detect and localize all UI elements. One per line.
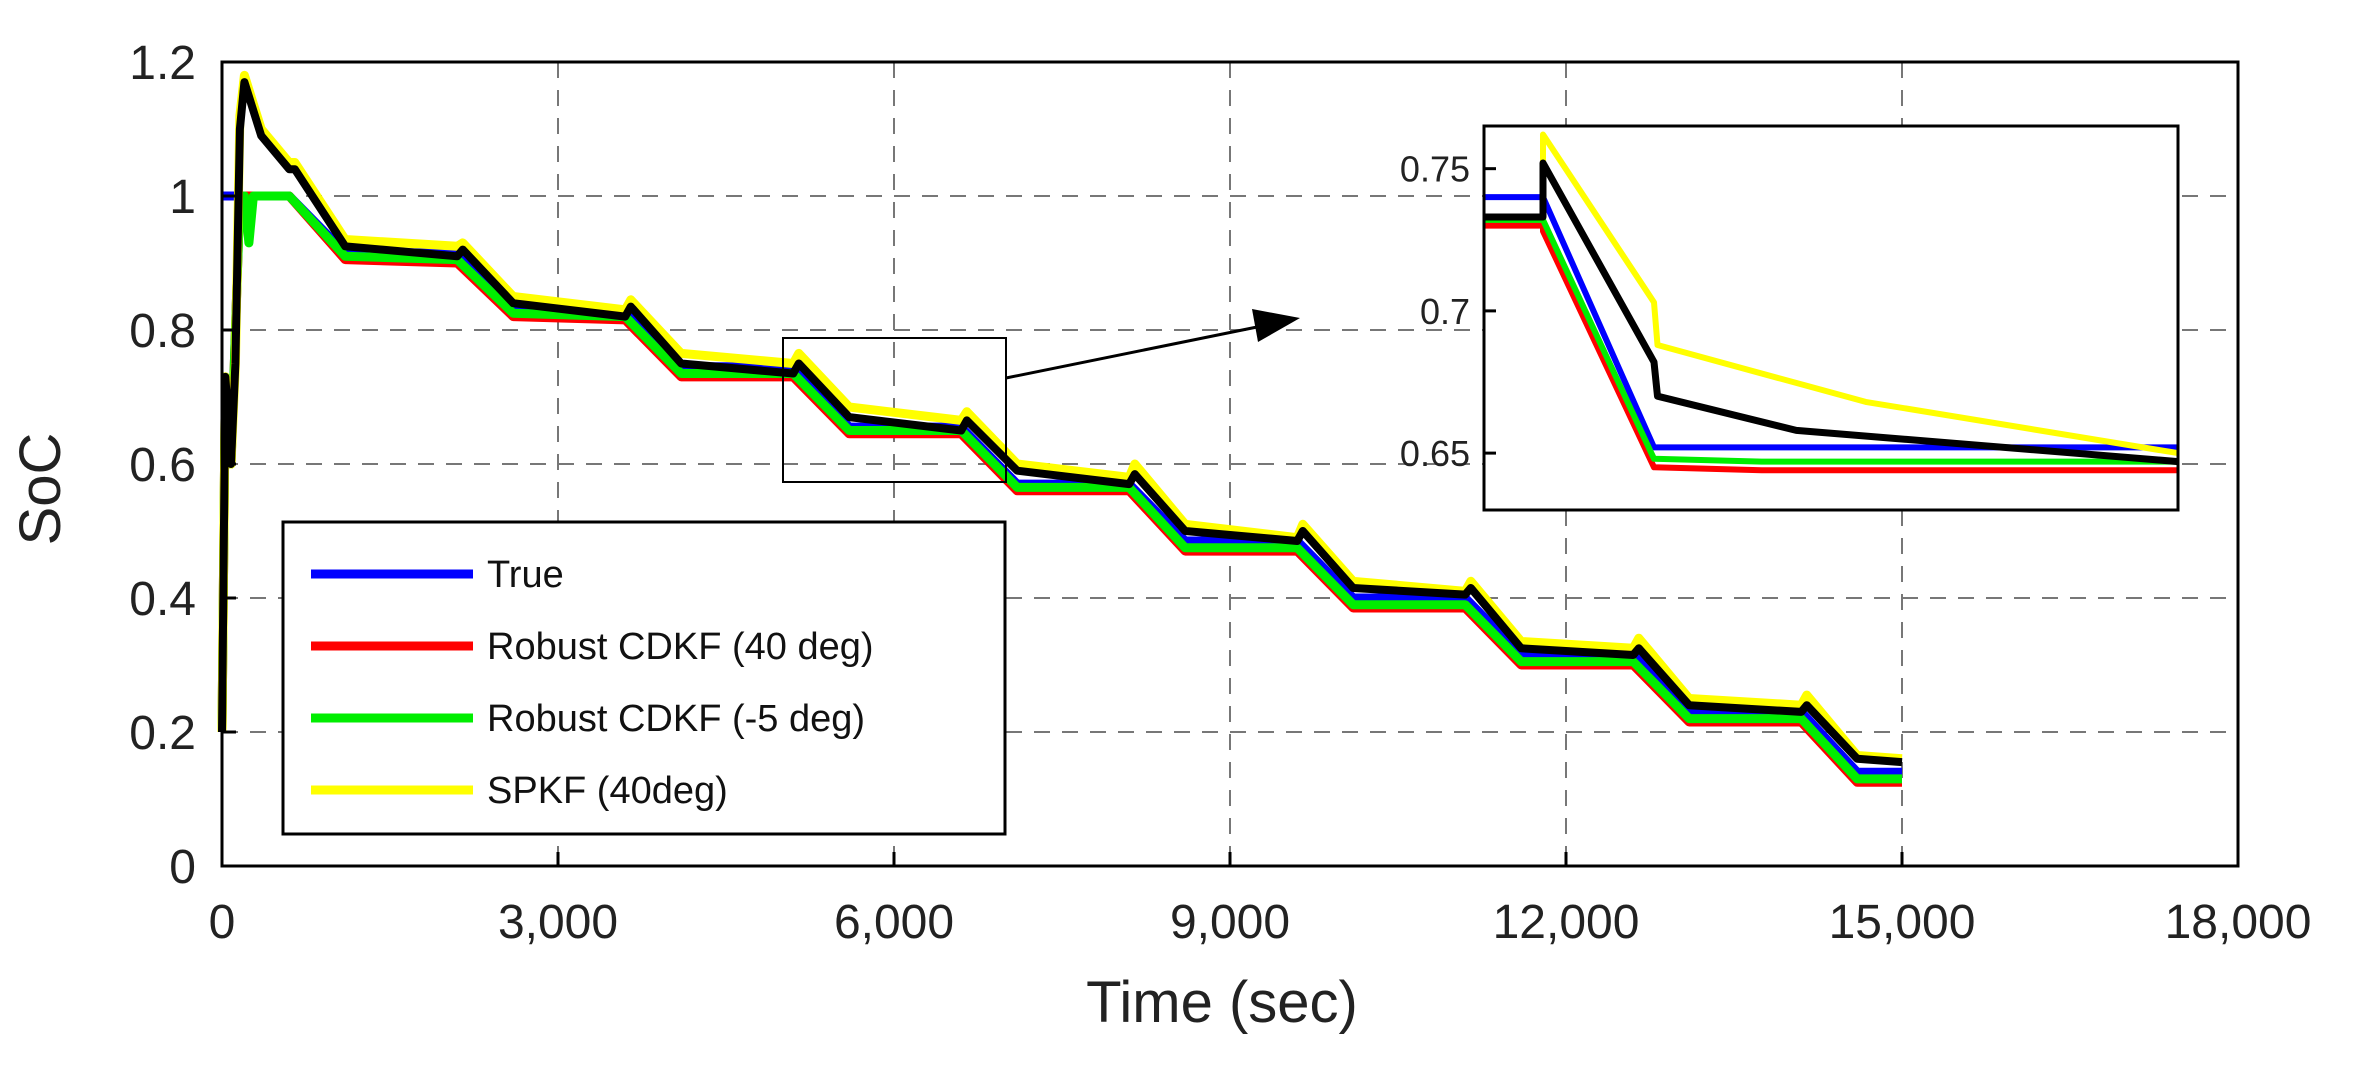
y-tick-label: 1 <box>169 171 196 224</box>
inset-frame <box>1482 124 2180 512</box>
x-tick-label: 0 <box>209 896 236 949</box>
inset-series-line-1 <box>1484 222 2178 474</box>
x-tick-label: 3,000 <box>498 896 618 949</box>
legend-label-3: SPKF (40deg) <box>487 770 728 812</box>
series-line-2 <box>217 191 1902 784</box>
inset-y-tick-label: 0.65 <box>1400 433 1470 474</box>
y-tick-label: 0.6 <box>129 439 196 492</box>
x-axis-label: Time (sec) <box>1086 970 1358 1035</box>
legend-label-1: Robust CDKF (40 deg) <box>487 626 874 668</box>
zoom-arrow-head <box>1252 309 1300 342</box>
x-tick-labels: 0 3,000 6,000 9,000 12,000 15,000 18,000 <box>209 896 2312 949</box>
legend: True Robust CDKF (40 deg) Robust CDKF (-5 … <box>281 520 1007 836</box>
zoom-box <box>782 337 1007 483</box>
y-tick-label: 0.4 <box>129 573 196 626</box>
main-axes <box>220 60 2240 868</box>
x-tick-label: 12,000 <box>1493 896 1640 949</box>
inset-plot: 0.65 0.7 0.75 <box>1400 124 2180 512</box>
inset-y-tick-label: 0.7 <box>1420 291 1470 332</box>
y-axis-label: SoC <box>8 433 73 546</box>
y-tick-label: 0.2 <box>129 707 196 760</box>
x-tick-label: 18,000 <box>2165 896 2312 949</box>
series-lines <box>217 70 1903 787</box>
x-tick-label: 6,000 <box>834 896 954 949</box>
x-tick-label: 9,000 <box>1170 896 1290 949</box>
series-line-3 <box>217 70 1903 764</box>
x-tick-label: 15,000 <box>1829 896 1976 949</box>
inset-series-line-0 <box>1484 194 2178 451</box>
inset-series-line-4 <box>1484 159 2179 466</box>
legend-label-2: Robust CDKF (-5 deg) <box>487 698 865 740</box>
y-tick-labels: 0 0.2 0.4 0.6 0.8 1 1.2 <box>129 37 196 894</box>
series-line-4 <box>218 78 1903 767</box>
y-tick-label: 1.2 <box>129 37 196 90</box>
y-tick-label: 0.8 <box>129 305 196 358</box>
y-tick-label: 0 <box>169 841 196 894</box>
zoom-arrow <box>1005 324 1263 380</box>
legend-label-0: True <box>487 554 564 596</box>
inset-y-tick-label: 0.75 <box>1400 149 1470 190</box>
